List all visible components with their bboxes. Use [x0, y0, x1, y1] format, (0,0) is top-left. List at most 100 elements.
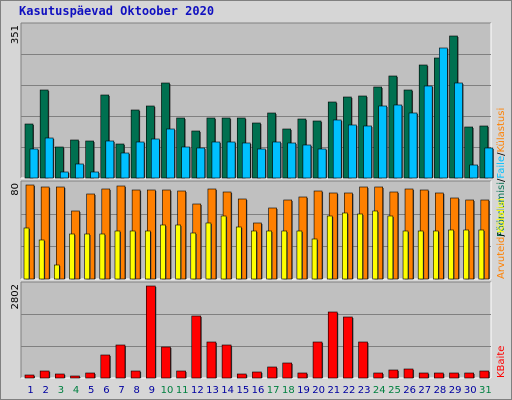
bar-kbytes-day-27 — [418, 372, 429, 379]
bar-files-day-26 — [408, 112, 418, 179]
x-tick-label-day-7: 7 — [118, 385, 124, 396]
bar-sites-day-10 — [160, 224, 166, 280]
bar-sites-day-1 — [23, 227, 30, 280]
bar-hits-day-3 — [55, 146, 64, 179]
legend-entry: Külalisi — [496, 198, 507, 233]
x-tick-label-day-30: 30 — [464, 385, 477, 396]
bar-kbytes-day-13 — [206, 341, 217, 379]
x-tick-label-day-26: 26 — [403, 385, 416, 396]
x-tick-label-day-2: 2 — [43, 385, 49, 396]
bar-sites-day-7 — [114, 230, 121, 280]
bar-kbytes-day-28 — [434, 372, 444, 379]
bar-sites-day-4 — [69, 233, 75, 280]
bar-kbytes-day-31 — [479, 370, 490, 379]
bar-files-day-9 — [150, 138, 160, 179]
bar-kbytes-day-17 — [267, 366, 277, 379]
x-tick-label-day-6: 6 — [103, 385, 109, 396]
ymax-label-hits: 351 — [10, 25, 21, 44]
x-tick-label-day-17: 17 — [267, 385, 280, 396]
bar-sites-day-2 — [38, 239, 45, 280]
bar-files-day-8 — [135, 141, 145, 179]
bar-kbytes-day-11 — [176, 370, 186, 379]
bar-kbytes-day-16 — [252, 371, 262, 379]
bar-kbytes-day-15 — [236, 373, 247, 379]
bar-files-day-13 — [211, 141, 221, 179]
bar-sites-day-13 — [205, 222, 212, 280]
x-tick-label-day-24: 24 — [373, 385, 386, 396]
bar-files-day-24 — [378, 105, 388, 179]
bar-files-day-29 — [454, 82, 463, 179]
x-tick-label-day-25: 25 — [388, 385, 401, 396]
bar-sites-day-5 — [84, 233, 90, 280]
x-tick-label-day-10: 10 — [161, 385, 174, 396]
bar-files-day-2 — [44, 137, 54, 179]
bar-sites-day-22 — [342, 212, 348, 280]
bar-kbytes-day-6 — [100, 354, 111, 379]
bar-sites-day-30 — [463, 229, 469, 280]
legend-kbytes: KBaite — [496, 346, 507, 378]
bar-sites-day-24 — [372, 210, 379, 280]
bar-sites-day-26 — [402, 230, 409, 280]
bar-kbytes-day-7 — [115, 344, 126, 379]
bar-sites-day-23 — [357, 213, 363, 280]
x-tick-label-day-12: 12 — [191, 385, 204, 396]
bar-sites-day-20 — [311, 238, 318, 280]
bar-files-day-4 — [75, 163, 84, 179]
legend-entry: / — [496, 152, 507, 156]
bar-files-day-28 — [439, 47, 448, 179]
legend-hits-files: Pöördumisi/Faile/Külastusi — [496, 108, 507, 237]
bar-sites-day-21 — [326, 215, 333, 280]
bar-sites-day-28 — [433, 230, 439, 280]
bar-files-day-12 — [196, 147, 206, 179]
x-tick-label-day-21: 21 — [327, 385, 340, 396]
x-tick-label-day-11: 11 — [176, 385, 189, 396]
legend-visits-sites: Arvuteid/Külalisi — [496, 198, 507, 279]
bar-kbytes-day-12 — [191, 315, 202, 379]
bar-files-day-27 — [423, 85, 433, 179]
legend-entry: Faile — [496, 156, 507, 179]
bar-kbytes-day-29 — [449, 372, 459, 379]
bar-sites-day-19 — [296, 230, 303, 280]
x-tick-label-day-29: 29 — [449, 385, 462, 396]
bar-files-day-18 — [287, 142, 297, 179]
bar-kbytes-day-23 — [358, 341, 368, 379]
legend-entry: KBaite — [496, 346, 507, 378]
bar-files-day-1 — [29, 148, 39, 179]
bar-kbytes-day-10 — [161, 346, 171, 379]
bar-kbytes-day-14 — [221, 344, 232, 379]
bar-sites-day-27 — [417, 230, 424, 280]
bar-kbytes-day-2 — [39, 370, 50, 379]
x-tick-label-day-3: 3 — [58, 385, 64, 396]
bar-files-day-31 — [484, 147, 494, 179]
bar-kbytes-day-1 — [24, 374, 35, 379]
x-tick-label-day-8: 8 — [134, 385, 140, 396]
bar-files-day-3 — [60, 171, 69, 179]
bar-files-day-30 — [469, 164, 478, 179]
bar-kbytes-day-25 — [388, 369, 399, 379]
x-tick-label-day-14: 14 — [221, 385, 234, 396]
legend-entry: / — [496, 233, 507, 237]
legend-entry: Pöördumisi — [496, 182, 507, 237]
bar-files-day-21 — [332, 119, 342, 179]
bar-sites-day-14 — [220, 215, 227, 280]
bar-kbytes-day-8 — [130, 370, 141, 379]
x-tick-label-day-31: 31 — [479, 385, 492, 396]
bar-sites-day-31 — [478, 229, 485, 280]
bar-hits-day-6 — [100, 94, 110, 179]
x-tick-label-day-27: 27 — [418, 385, 431, 396]
bar-hits-day-4 — [70, 139, 79, 179]
x-tick-label-day-1: 1 — [27, 385, 33, 396]
ymax-label-kbytes: 2802 — [10, 284, 21, 309]
bar-sites-day-8 — [129, 230, 136, 280]
panel-kbytes — [21, 282, 491, 378]
bar-files-day-23 — [363, 125, 372, 179]
bar-sites-day-15 — [235, 226, 242, 280]
bar-kbytes-day-24 — [373, 372, 384, 379]
ymax-label-visits: 80 — [10, 183, 21, 196]
bar-sites-day-9 — [144, 230, 151, 280]
bar-files-day-16 — [257, 148, 266, 179]
bar-files-day-20 — [317, 148, 327, 179]
x-tick-label-day-9: 9 — [149, 385, 155, 396]
bar-sites-day-12 — [190, 232, 197, 280]
